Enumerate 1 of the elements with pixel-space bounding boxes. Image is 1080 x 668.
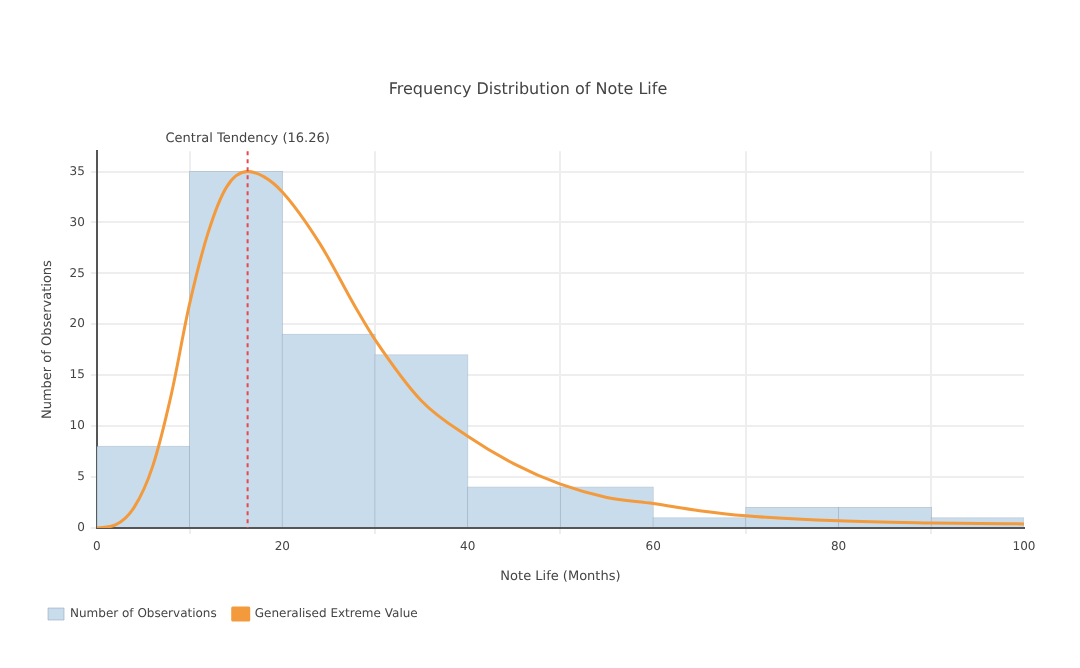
chart-title: Frequency Distribution of Note Life [388, 79, 668, 98]
